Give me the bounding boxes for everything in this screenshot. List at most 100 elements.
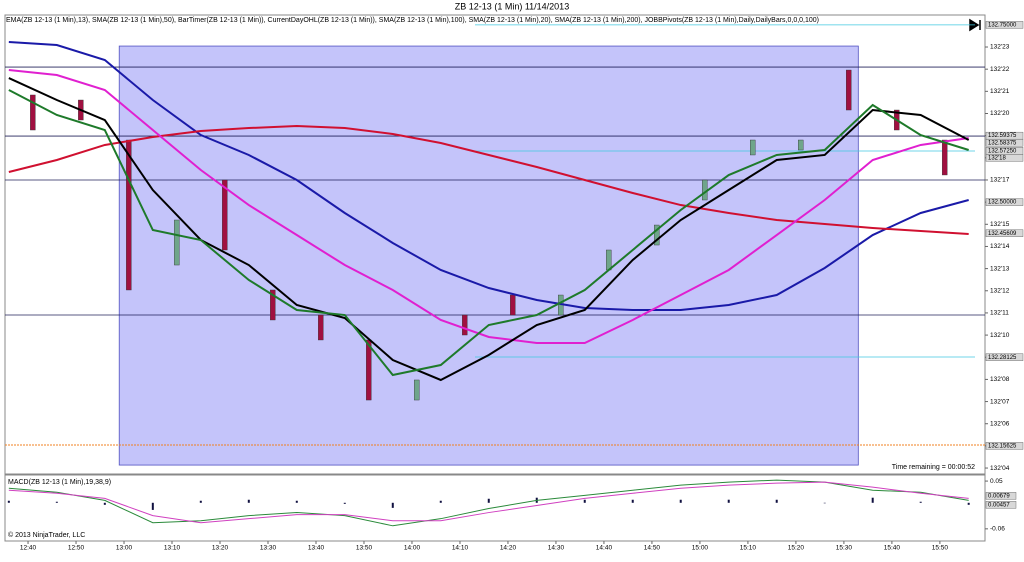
macd-histogram-bar — [631, 499, 634, 503]
price-label: 132.75000 — [988, 22, 1017, 28]
indicator-line — [8, 89, 969, 377]
y-tick-label: 132'15 — [990, 221, 1010, 228]
price-box — [985, 139, 1024, 147]
macd-label: MACD(ZB 12-13 (1 Min),19,38,9) — [8, 479, 111, 486]
macd-y-tick-label: -0.06 — [990, 526, 1005, 533]
macd-histogram-bar — [439, 500, 442, 503]
candle — [606, 249, 612, 271]
indicator-line — [8, 125, 969, 236]
macd-histogram-bar — [391, 502, 394, 508]
x-tick-label: 14:30 — [548, 545, 565, 552]
candle — [174, 219, 180, 266]
macd-histogram-bar — [919, 501, 922, 503]
time-remaining: Time remaining = 00:00:52 — [892, 464, 975, 471]
price-box — [985, 154, 1024, 162]
indicator-line — [8, 69, 969, 345]
price-box — [985, 21, 1024, 29]
x-tick-label: 13:00 — [116, 545, 133, 552]
macd-price-box — [985, 492, 1017, 500]
x-tick-label: 15:30 — [836, 545, 853, 552]
x-tick-label: 13:50 — [356, 545, 373, 552]
price-label: 132.15625 — [988, 443, 1017, 449]
candle — [941, 139, 948, 176]
price-box — [985, 353, 1024, 361]
macd-histogram-bar — [583, 499, 586, 503]
macd-histogram-bar — [775, 499, 778, 503]
macd-panel — [4, 474, 986, 542]
candle — [222, 179, 228, 251]
candle — [30, 94, 36, 131]
candle — [654, 224, 660, 246]
price-label: 132.50000 — [988, 200, 1017, 206]
x-tick-label: 14:00 — [404, 545, 421, 552]
macd-histogram-bar — [7, 500, 10, 503]
price-panel — [4, 14, 986, 475]
candle — [126, 139, 132, 291]
x-tick-label: 14:10 — [452, 545, 469, 552]
indicator-list: EMA(ZB 12-13 (1 Min),13), SMA(ZB 12-13 (… — [6, 17, 819, 24]
candle — [366, 339, 372, 401]
candle — [702, 179, 708, 201]
price-label: 132.28125 — [988, 355, 1017, 361]
macd-line — [8, 481, 969, 524]
y-tick-label: 132'11 — [990, 310, 1009, 317]
macd-histogram-bar — [487, 498, 490, 503]
macd-line — [8, 479, 969, 527]
candle — [318, 314, 324, 341]
candle — [270, 289, 276, 321]
chart-title: ZB 12-13 (1 Min) 11/14/2013 — [455, 1, 569, 11]
y-tick-label: 132'20 — [990, 110, 1010, 117]
x-tick-label: 14:40 — [596, 545, 613, 552]
price-label: 132.59375 — [988, 133, 1017, 139]
x-tick-label: 14:20 — [500, 545, 517, 552]
highlight-region — [118, 45, 859, 466]
x-tick-label: 15:10 — [740, 545, 757, 552]
price-box — [985, 442, 1024, 450]
macd-price-label: 0.00679 — [988, 493, 1010, 499]
y-tick-label: 132'12 — [990, 287, 1010, 294]
candle — [846, 69, 852, 111]
candle — [798, 139, 804, 151]
y-tick-label: 132'22 — [990, 66, 1010, 73]
macd-histogram-bar — [103, 502, 106, 505]
candle — [414, 379, 420, 401]
x-tick-label: 15:50 — [932, 545, 949, 552]
x-tick-label: 12:50 — [68, 545, 85, 552]
y-tick-label: 132'08 — [990, 376, 1010, 383]
copyright: © 2013 NinjaTrader, LLC — [8, 531, 85, 539]
candle — [510, 294, 516, 316]
y-tick-label: 132'21 — [990, 88, 1010, 95]
candle — [462, 314, 468, 336]
macd-histogram-bar — [871, 497, 874, 503]
y-tick-label: 132'06 — [990, 420, 1010, 427]
x-tick-label: 12:40 — [20, 545, 37, 552]
macd-histogram-bar — [967, 502, 970, 505]
price-label: 132'18 — [988, 155, 1006, 161]
candle — [750, 139, 756, 156]
y-tick-label: 132'13 — [990, 265, 1010, 272]
price-label: 132.57250 — [988, 148, 1017, 154]
x-tick-label: 13:30 — [260, 545, 277, 552]
macd-histogram-bar — [151, 502, 154, 510]
macd-price-box — [985, 501, 1017, 509]
macd-histogram-bar — [343, 502, 346, 504]
y-tick-label: 132'23 — [990, 44, 1010, 51]
price-label: 132.45609 — [988, 231, 1017, 237]
y-tick-label: 132'14 — [990, 243, 1010, 250]
x-tick-label: 13:10 — [164, 545, 181, 552]
price-box — [985, 198, 1024, 206]
price-box — [985, 229, 1024, 237]
y-tick-label: 132'04 — [990, 465, 1010, 472]
macd-histogram-bar — [295, 500, 298, 503]
macd-price-label: 0.00457 — [988, 502, 1010, 508]
price-label: 132.58375 — [988, 140, 1017, 146]
macd-histogram-bar — [55, 501, 58, 503]
x-tick-label: 15:40 — [884, 545, 901, 552]
macd-histogram-bar — [247, 499, 250, 503]
x-tick-label: 15:00 — [692, 545, 709, 552]
indicator-line — [8, 41, 969, 311]
x-tick-label: 13:40 — [308, 545, 325, 552]
y-tick-label: 132'17 — [990, 177, 1010, 184]
macd-histogram-bar — [199, 500, 202, 503]
